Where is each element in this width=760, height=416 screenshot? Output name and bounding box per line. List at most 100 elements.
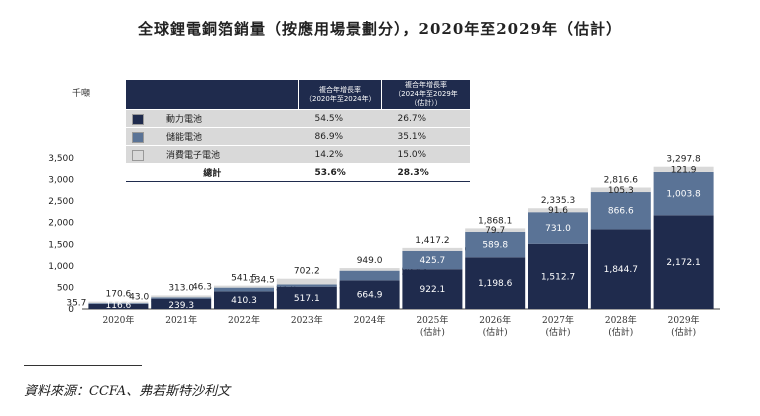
chart-title: 全球鋰電銅箔銷量（按應用場景劃分），2020年至2029年（估計） (138, 20, 622, 38)
cagr-table-header: 複合年增長率 （2020年至2024年） 複合年增長率 （2024年至2029年 （估… (126, 80, 470, 110)
bar-segment (276, 278, 337, 285)
data-label: 35.7 (66, 299, 86, 309)
total-cagr-2: 28.3% (381, 163, 470, 182)
total-label: 1,417.2 (415, 236, 449, 246)
y-tick-label: 500 (57, 283, 74, 293)
bar-segment (339, 268, 400, 271)
bar-segment (88, 301, 149, 304)
bar-segment (276, 286, 337, 309)
bar-segment (465, 231, 526, 258)
legend-swatch (132, 132, 144, 143)
data-label: 46.3 (192, 283, 212, 293)
x-tick-label: 2024年 (354, 314, 386, 326)
total-label: 170.6 (106, 290, 132, 300)
cagr-table: 複合年增長率 （2020年至2024年） 複合年增長率 （2024年至2029年 （估… (126, 80, 470, 182)
data-label: 91.6 (548, 206, 568, 216)
source-note: 資料來源：CCFA、弗若斯特沙利文 (24, 384, 231, 399)
y-tick-label: 2,000 (48, 219, 74, 229)
y-tick-label: 3,000 (48, 176, 74, 186)
x-tick-label: (估計) (483, 326, 508, 338)
total-label: 541.5 (231, 274, 257, 284)
bar-segment (88, 303, 149, 309)
data-label: 105.3 (608, 186, 634, 196)
x-tick-label: (估計) (608, 326, 633, 338)
x-tick-label: 2022年 (228, 314, 260, 326)
data-label: 1,844.7 (604, 265, 638, 275)
data-label: 1,198.6 (478, 279, 513, 289)
data-label: 43.0 (129, 292, 149, 302)
legend-label: 儲能電池 (166, 133, 203, 143)
x-tick-label: 2028年 (605, 314, 637, 326)
bar-segment (653, 171, 714, 216)
y-tick-label: 3,500 (48, 154, 74, 164)
data-label: 239.3 (168, 301, 194, 311)
total-cagr-1: 53.6% (298, 163, 382, 182)
x-tick-label: 2026年 (479, 314, 511, 326)
unit-label: 千噸 (72, 89, 91, 99)
bar-segment (88, 303, 149, 304)
y-tick-label: 1,000 (48, 262, 74, 272)
bar-segment (653, 166, 714, 172)
x-tick-label: 2025年 (416, 314, 448, 326)
bar-segment (528, 243, 588, 309)
data-label: 731.0 (545, 224, 571, 234)
footnote-rule (24, 365, 142, 366)
x-tick-label: (估計) (671, 326, 696, 338)
total-label: 1,868.1 (478, 216, 512, 226)
data-label: 664.9 (357, 291, 383, 301)
bar-segment (151, 298, 212, 309)
legend-swatch (132, 150, 144, 161)
total-label: 949.0 (357, 256, 383, 266)
cagr-row: 儲能電池 86.9% 35.1% (126, 127, 470, 146)
bar-segment (465, 228, 526, 232)
cagr-value-1: 86.9% (298, 127, 382, 146)
bar-segment (402, 247, 463, 251)
total-label: 總計 (126, 163, 299, 182)
bar-segment (528, 212, 588, 244)
data-label: 121.9 (671, 165, 697, 175)
bar-segment (528, 208, 588, 213)
data-label: 2,172.1 (666, 258, 700, 268)
cagr-row-label: 消費電子電池 (126, 145, 299, 164)
y-tick-label: 0 (68, 305, 74, 315)
x-tick-label: 2029年 (668, 314, 700, 326)
x-tick-label: 2027年 (542, 314, 574, 326)
header-cagr-1: 複合年增長率 （2020年至2024年） (298, 80, 382, 110)
bar-segment (590, 229, 651, 309)
data-label: 866.6 (608, 207, 634, 217)
bar-segment (151, 297, 212, 299)
cagr-row: 消費電子電池 14.2% 15.0% (126, 145, 470, 164)
cagr-value-1: 54.5% (298, 109, 382, 128)
bar-segment (214, 291, 274, 309)
cagr-row-label: 動力電池 (126, 109, 299, 128)
cagr-row-label: 儲能電池 (126, 127, 299, 146)
x-tick-label: (估計) (420, 326, 445, 338)
total-label: 313.0 (168, 283, 194, 293)
cagr-total-row: 總計 53.6% 28.3% (126, 163, 470, 182)
data-label: 79.7 (485, 226, 505, 236)
cagr-value-2: 26.7% (381, 109, 470, 128)
total-label: 2,816.6 (604, 175, 639, 185)
bar-segment (214, 287, 274, 292)
header-cagr-2: 複合年增長率 （2024年至2029年 （估計）） (381, 80, 470, 110)
y-tick-label: 1,500 (48, 240, 74, 250)
header-blank (126, 80, 299, 110)
legend-label: 消費電子電池 (166, 151, 221, 161)
data-label: 134.5 (249, 276, 275, 286)
cagr-value-2: 15.0% (381, 145, 470, 164)
y-tick-label: 2,500 (48, 197, 74, 207)
cagr-value-2: 35.1% (381, 127, 470, 146)
data-label: 517.1 (294, 294, 320, 304)
legend-swatch (132, 114, 144, 125)
cagr-value-1: 14.2% (298, 145, 382, 164)
bar-segment (214, 285, 274, 288)
data-label: 1,512.7 (541, 272, 575, 282)
bar-segment (276, 284, 337, 287)
bar-segment (339, 280, 400, 309)
total-label: 702.2 (294, 267, 320, 277)
x-tick-label: 2020年 (102, 314, 134, 326)
total-label: 3,297.8 (666, 155, 701, 165)
data-label: 1,003.8 (666, 190, 701, 200)
data-label: 425.7 (420, 256, 446, 266)
